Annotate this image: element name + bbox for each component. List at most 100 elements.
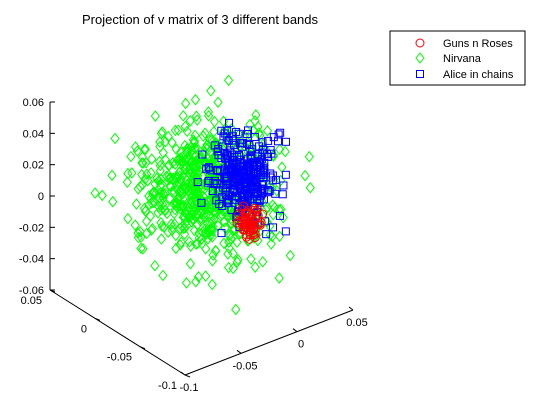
data-point-diamond [207,255,218,267]
legend-marker-square [416,70,424,78]
data-point-square [281,137,290,146]
data-point-diamond [228,247,238,260]
data-point-diamond [200,226,211,239]
chart-title: Projection of v matrix of 3 different ba… [82,12,319,27]
data-point-diamond [251,109,261,121]
y-tick-mark [94,317,101,321]
data-point-diamond [192,219,202,231]
data-point-circle [238,218,248,228]
data-point-diamond [191,172,202,185]
data-point-diamond [149,196,159,209]
data-point-diamond [233,253,243,266]
data-point-circle [232,218,242,228]
data-point-diamond [145,210,156,222]
data-point-diamond [177,220,187,233]
data-point-diamond [168,157,178,169]
data-point-diamond [191,110,201,122]
data-point-diamond [187,178,197,190]
data-point-diamond [148,186,158,199]
data-point-diamond [169,218,180,230]
data-point-diamond [262,125,273,137]
x-tick-label: 0 [298,339,304,351]
z-tick-label: 0 [38,191,44,203]
data-point-diamond [200,145,210,158]
z-tick-label: -0.06 [19,285,44,297]
data-point-diamond [171,170,182,183]
legend-marker-shape [415,52,425,64]
data-point-diamond [122,176,132,188]
x-tick-mark [236,349,242,354]
data-point-square [253,196,262,205]
y-axis-line [49,289,186,376]
data-point-diamond [268,208,278,221]
data-point-diamond [171,143,181,155]
data-point-circle [248,220,258,230]
data-point-diamond [224,236,234,249]
data-point-diamond [199,200,210,213]
data-point-diamond [304,150,314,163]
data-point-diamond [276,174,286,187]
data-point-diamond [170,124,181,137]
legend-marker-shape [416,70,424,78]
data-point-diamond [186,240,196,252]
data-point-diamond [268,199,278,211]
data-point-diamond [175,154,186,167]
data-point-square [238,161,247,170]
data-point-square [223,126,232,135]
data-point-diamond [143,174,153,187]
data-point-diamond [160,204,170,216]
data-point-diamond [245,129,255,142]
data-point-diamond [127,167,137,179]
data-point-diamond [254,127,264,139]
data-point-square [263,152,272,161]
data-point-diamond [258,256,268,268]
data-point-diamond [208,249,218,261]
data-point-diamond [179,228,190,241]
data-point-diamond [274,272,284,284]
data-point-square [234,129,243,138]
data-point-circle [246,219,256,229]
legend-marker-circle [415,38,425,48]
data-point-diamond [147,153,157,165]
data-point-diamond [182,151,192,164]
data-point-diamond [151,187,161,200]
data-point-diamond [206,158,216,170]
y-tick-label: -0.1 [158,380,177,392]
data-point-diamond [285,249,295,262]
x-tick-mark [292,328,298,333]
z-tick-label: 0.04 [23,128,44,140]
data-point-circle [258,209,268,219]
data-point-square [274,130,283,139]
data-point-diamond [149,186,159,199]
data-point-diamond [199,202,210,215]
data-point-diamond [107,169,117,182]
legend-entry-2: Alice in chains [416,69,514,81]
data-point-diamond [172,154,183,167]
data-point-square [260,168,269,177]
data-point-diamond [141,157,151,169]
data-point-diamond [213,96,223,109]
data-point-square [221,174,230,183]
data-point-square [268,223,277,232]
legend-marker-shape [415,38,425,48]
data-point-diamond [157,220,167,232]
data-point-diamond [211,245,221,257]
data-point-square [223,198,232,207]
data-point-square [278,190,287,199]
data-point-diamond [191,275,201,288]
data-point-square [262,230,271,239]
data-point-diamond [210,206,220,218]
data-point-diamond [150,110,161,122]
data-point-square [231,191,240,200]
data-point-square [275,211,284,220]
data-point-diamond [185,163,196,176]
data-point-diamond [167,136,177,149]
data-point-square [209,178,218,187]
data-point-diamond [140,143,151,156]
data-point-diamond [142,227,152,240]
data-point-diamond [191,161,201,174]
data-point-square [266,173,275,182]
data-point-square [211,176,220,185]
data-point-diamond [123,212,133,225]
data-point-diamond [196,212,206,224]
